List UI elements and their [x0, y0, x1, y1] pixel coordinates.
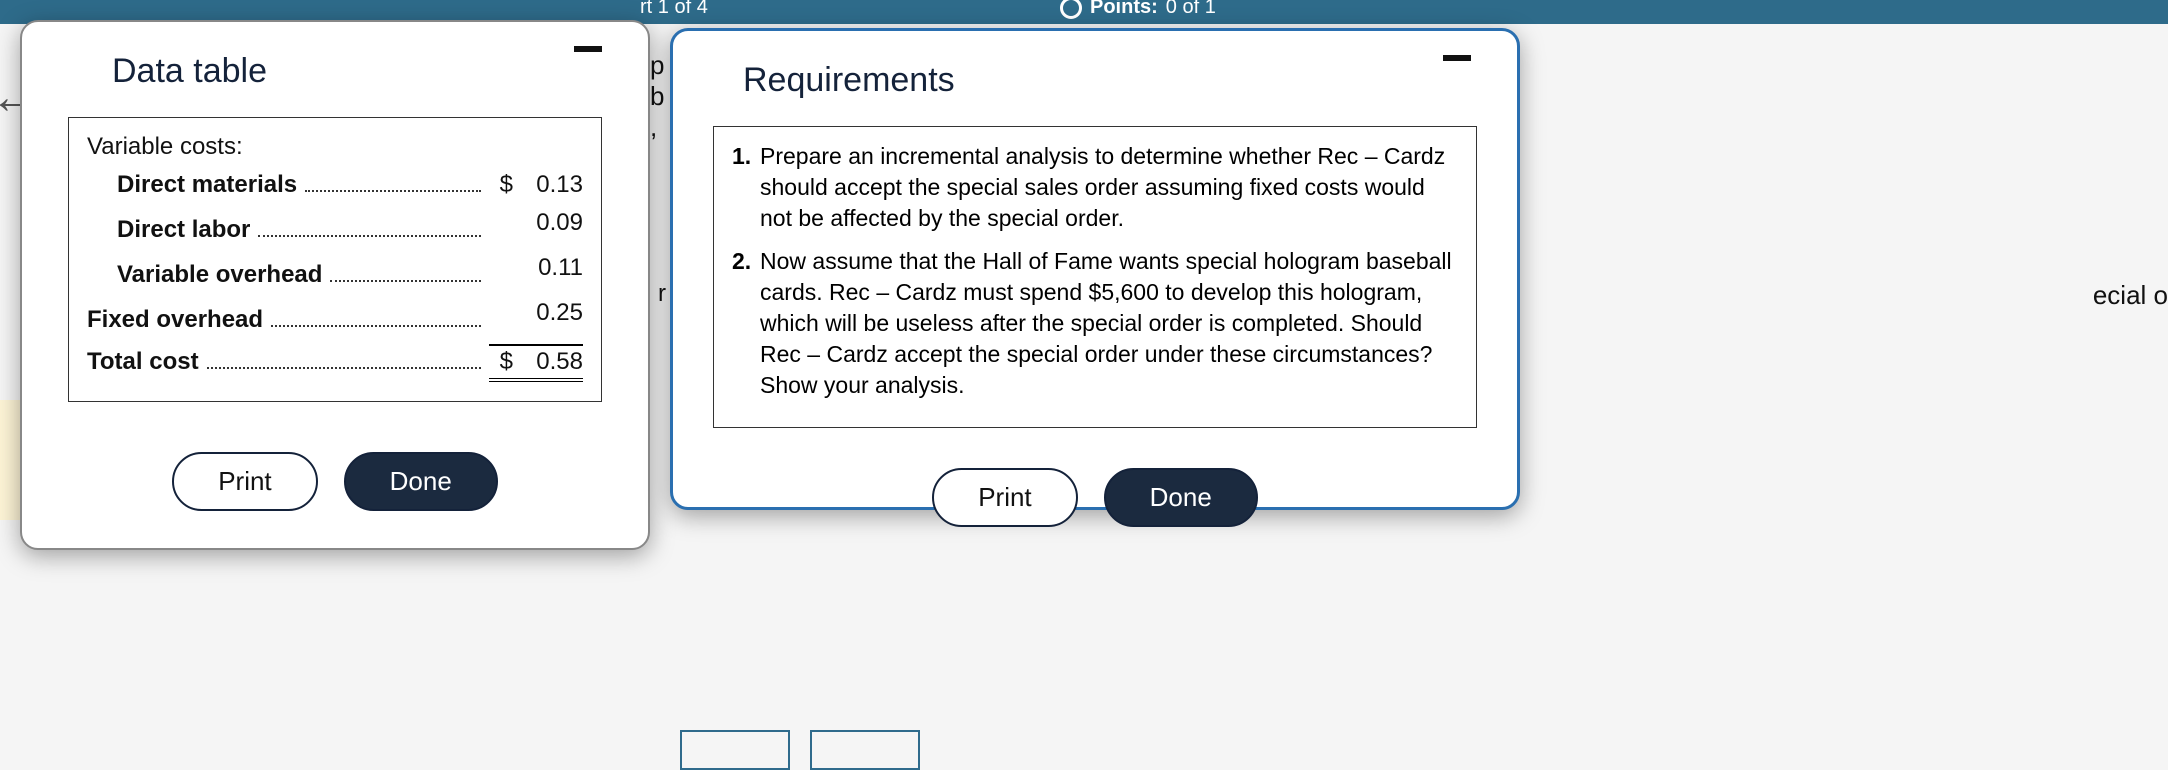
- button-row: Print Done: [62, 452, 608, 511]
- bg-obscured-text-2: r: [658, 280, 666, 308]
- points-label: Points:: [1090, 0, 1158, 19]
- row-value: 0.11: [513, 254, 583, 282]
- bg-obscured-text: p b ,: [650, 50, 664, 144]
- requirement-number: 1.: [732, 141, 760, 234]
- table-row: Fixed overhead 0.25: [87, 294, 583, 339]
- leader-dots: [305, 190, 481, 192]
- section-header-label: Variable costs:: [87, 133, 243, 161]
- table-row: Direct materials $ 0.13: [87, 166, 583, 204]
- points-value: 0 of 1: [1166, 0, 1216, 19]
- currency-symbol: $: [489, 171, 513, 199]
- total-value: 0.58: [513, 348, 583, 376]
- currency-symbol: [489, 209, 513, 237]
- requirement-text: Prepare an incremental analysis to deter…: [760, 141, 1458, 234]
- requirement-item: 1. Prepare an incremental analysis to de…: [732, 141, 1458, 234]
- row-value: 0.09: [513, 209, 583, 237]
- leader-dots: [258, 235, 481, 237]
- row-label: Variable overhead: [87, 261, 322, 289]
- requirements-list: 1. Prepare an incremental analysis to de…: [713, 126, 1477, 428]
- row-value: 0.13: [513, 171, 583, 199]
- print-button[interactable]: Print: [172, 452, 317, 511]
- requirement-number: 2.: [732, 246, 760, 401]
- table-row: Variable overhead 0.11: [87, 249, 583, 294]
- leader-dots: [330, 280, 481, 282]
- table-row: Direct labor 0.09: [87, 204, 583, 249]
- points-indicator: Points: 0 of 1: [1060, 0, 1216, 19]
- row-label: Fixed overhead: [87, 306, 263, 334]
- bg-obscured-text-3: ecial o: [2093, 280, 2168, 311]
- currency-symbol: $: [489, 348, 513, 376]
- points-circle-icon: [1060, 0, 1082, 19]
- cost-table: Variable costs: Direct materials $ 0.13 …: [68, 117, 602, 402]
- modal-title: Requirements: [743, 61, 1477, 100]
- bg-answer-input-2[interactable]: [810, 730, 920, 770]
- modal-title: Data table: [112, 52, 608, 91]
- row-value: 0.25: [513, 299, 583, 327]
- bg-answer-input-1[interactable]: [680, 730, 790, 770]
- button-row: Print Done: [713, 468, 1477, 527]
- leader-dots: [271, 325, 481, 327]
- minimize-button[interactable]: [574, 46, 602, 52]
- total-label: Total cost: [87, 348, 199, 376]
- total-row: Total cost $ 0.58: [87, 339, 583, 387]
- done-button[interactable]: Done: [344, 452, 498, 511]
- requirement-text: Now assume that the Hall of Fame wants s…: [760, 246, 1458, 401]
- part-indicator: rt 1 of 4: [640, 0, 708, 19]
- data-table-modal: Data table Variable costs: Direct materi…: [20, 20, 650, 550]
- currency-symbol: [489, 299, 513, 327]
- section-header: Variable costs:: [87, 128, 583, 166]
- print-button[interactable]: Print: [932, 468, 1077, 527]
- requirements-modal: Requirements 1. Prepare an incremental a…: [670, 28, 1520, 510]
- row-label: Direct materials: [87, 171, 297, 199]
- done-button[interactable]: Done: [1104, 468, 1258, 527]
- currency-symbol: [489, 254, 513, 282]
- requirement-item: 2. Now assume that the Hall of Fame want…: [732, 246, 1458, 401]
- minimize-button[interactable]: [1443, 55, 1471, 61]
- row-label: Direct labor: [87, 216, 250, 244]
- leader-dots: [207, 367, 481, 369]
